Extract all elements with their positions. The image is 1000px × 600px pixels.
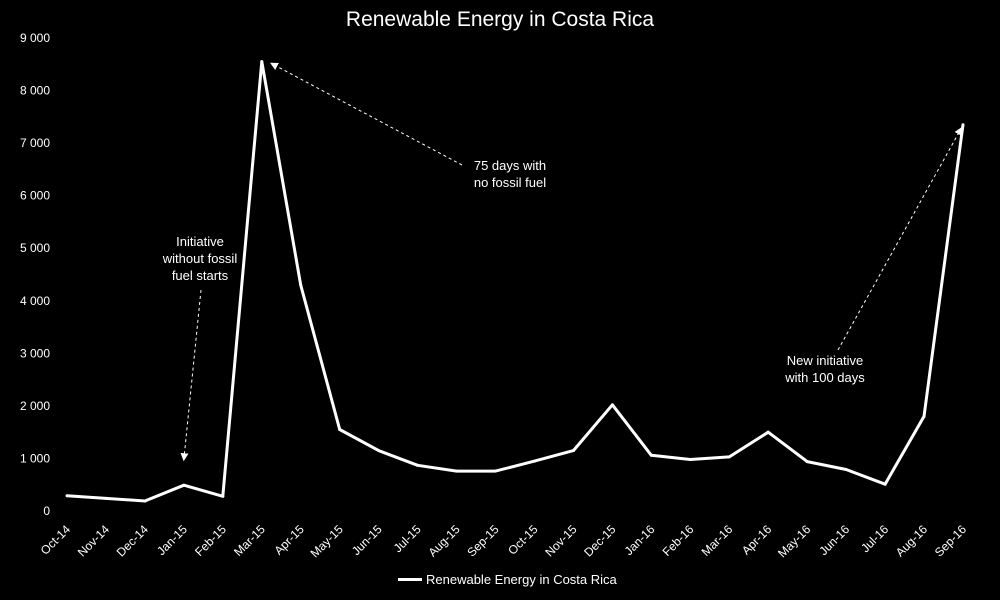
arrow-initiative	[180, 289, 202, 462]
x-tick-label: Nov-14	[75, 522, 112, 559]
data-point	[532, 459, 536, 463]
x-tick-label: Jun-16	[816, 522, 852, 558]
data-point	[182, 483, 186, 487]
x-tick-label: Feb-16	[660, 522, 697, 559]
data-point	[610, 403, 614, 407]
y-tick-label: 9 000	[20, 31, 50, 45]
chart-title: Renewable Energy in Costa Rica	[345, 8, 655, 31]
data-point	[455, 469, 459, 473]
data-point	[221, 494, 225, 498]
data-point	[260, 60, 264, 64]
data-point	[571, 449, 575, 453]
data-point	[844, 467, 848, 471]
x-axis-ticks: Oct-14 Nov-14 Dec-14 Jan-15 Feb-15 Mar-15 Apr-…	[38, 522, 970, 560]
y-tick-label: 7 000	[20, 136, 50, 150]
y-tick-label: 3 000	[20, 346, 50, 360]
y-tick-label: 0	[43, 504, 50, 518]
annotation-new-initiative: New initiative with 100 days	[785, 353, 865, 385]
x-tick-label: Mar-15	[231, 522, 268, 559]
data-point	[338, 428, 342, 432]
x-tick-label: Oct-15	[505, 522, 541, 558]
y-tick-label: 6 000	[20, 189, 50, 203]
x-tick-label: Jan-15	[154, 522, 190, 558]
data-point	[805, 460, 809, 464]
data-point	[416, 463, 420, 467]
data-point	[377, 449, 381, 453]
data-point	[299, 283, 303, 287]
data-point	[649, 453, 653, 457]
x-tick-label: Sep-16	[932, 522, 969, 559]
x-tick-label: Apr-15	[271, 522, 307, 558]
data-points	[65, 60, 965, 503]
legend-swatch	[398, 578, 422, 581]
arrow-new-initiative	[837, 126, 962, 351]
x-tick-label: Nov-15	[542, 522, 579, 559]
x-tick-label: Oct-14	[38, 522, 74, 558]
data-point	[922, 414, 926, 418]
data-point	[961, 123, 965, 127]
annotation-initiative: Initiative without fossil fuel starts	[162, 234, 238, 283]
y-tick-label: 2 000	[20, 399, 50, 413]
data-point	[727, 455, 731, 459]
data-point	[688, 457, 692, 461]
x-tick-label: Feb-15	[192, 522, 229, 559]
y-axis-ticks: 0 1 000 2 000 3 000 4 000 5 000 6 000 7 000 8 00…	[20, 31, 50, 518]
legend: Renewable Energy in Costa Rica	[398, 572, 617, 587]
x-tick-label: May-16	[775, 522, 813, 560]
series-line	[66, 60, 965, 503]
x-tick-label: Apr-16	[739, 522, 775, 558]
x-tick-label: Jul-15	[391, 522, 424, 555]
data-point	[104, 496, 108, 500]
y-tick-label: 1 000	[20, 451, 50, 465]
data-point	[883, 482, 887, 486]
y-tick-label: 4 000	[20, 294, 50, 308]
x-tick-label: Aug-15	[425, 522, 462, 559]
data-point	[143, 499, 147, 503]
x-tick-label: Dec-15	[581, 522, 618, 559]
x-tick-label: Jan-16	[622, 522, 658, 558]
annotation-arrows	[180, 62, 962, 462]
y-tick-label: 5 000	[20, 241, 50, 255]
x-tick-label: Sep-15	[464, 522, 501, 559]
x-tick-label: Aug-16	[893, 522, 930, 559]
x-tick-label: May-15	[308, 522, 346, 560]
y-tick-label: 8 000	[20, 84, 50, 98]
annotation-75-days: 75 days with no fossil fuel	[473, 158, 547, 190]
x-tick-label: Mar-16	[699, 522, 736, 559]
x-tick-label: Dec-14	[114, 522, 151, 559]
data-point	[494, 469, 498, 473]
data-point	[65, 494, 69, 498]
x-tick-label: Jul-16	[858, 522, 891, 555]
data-point	[766, 430, 770, 434]
legend-label: Renewable Energy in Costa Rica	[426, 572, 617, 587]
x-tick-label: Jun-15	[349, 522, 385, 558]
arrow-75-days	[270, 62, 463, 166]
